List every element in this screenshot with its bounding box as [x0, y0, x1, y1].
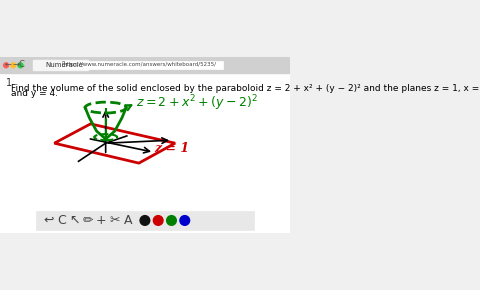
Bar — [36, 211, 253, 229]
Text: +: + — [96, 214, 107, 227]
Text: ←: ← — [5, 60, 12, 69]
Text: and y = 4.: and y = 4. — [11, 89, 58, 98]
Circle shape — [180, 216, 190, 225]
Text: C: C — [18, 60, 24, 69]
Circle shape — [154, 216, 163, 225]
Text: ✏: ✏ — [83, 214, 94, 227]
Text: C: C — [57, 214, 66, 227]
Text: 1: 1 — [6, 78, 12, 88]
Text: 🔒: 🔒 — [61, 62, 65, 68]
Text: Find the volume of the solid enclosed by the paraboloid z = 2 + x² + (y − 2)² an: Find the volume of the solid enclosed by… — [11, 84, 480, 93]
Circle shape — [18, 63, 23, 68]
Text: ↩: ↩ — [43, 214, 54, 227]
Text: z = 1: z = 1 — [154, 142, 189, 155]
Text: ✂: ✂ — [109, 214, 120, 227]
Text: Numeracle: Numeracle — [45, 62, 84, 68]
Text: A: A — [124, 214, 132, 227]
Text: https://www.numeracle.com/answers/whiteboard/5235/: https://www.numeracle.com/answers/whiteb… — [63, 62, 216, 67]
Circle shape — [140, 216, 150, 225]
Bar — [60, 61, 223, 69]
Circle shape — [4, 63, 9, 68]
Bar — [33, 60, 87, 70]
Text: →: → — [12, 60, 19, 69]
Text: ↖: ↖ — [70, 214, 80, 227]
Text: $z=2+x^2+(y-2)^2$: $z=2+x^2+(y-2)^2$ — [136, 93, 257, 113]
Circle shape — [167, 216, 176, 225]
Bar — [0, 57, 290, 72]
Circle shape — [11, 63, 16, 68]
